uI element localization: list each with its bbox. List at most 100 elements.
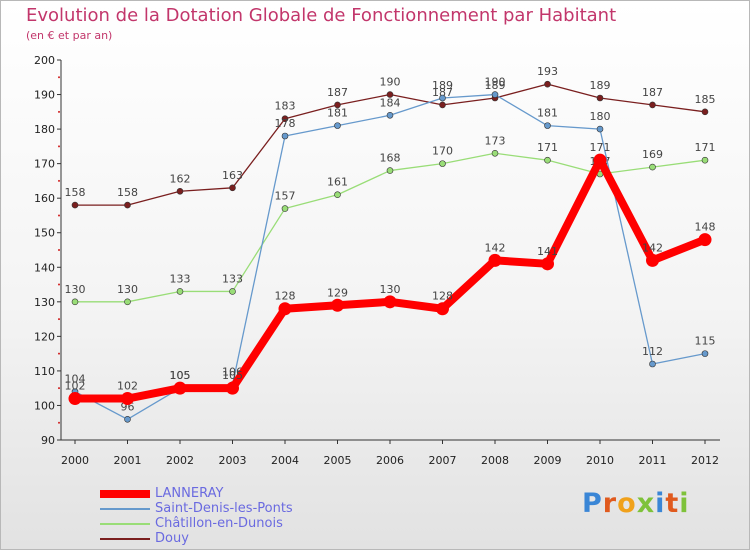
data-label: 171 xyxy=(537,141,558,154)
data-point xyxy=(71,298,79,306)
y-tick-label: 190 xyxy=(34,89,55,102)
x-tick: 2008 xyxy=(481,440,509,467)
data-point xyxy=(436,302,449,316)
x-tick: 2009 xyxy=(534,440,562,467)
line-chart: 90 100 110 120 130 140 150 160 170 180 190 200 2000 2… xyxy=(34,54,720,467)
data-point xyxy=(649,163,656,171)
data-label: 105 xyxy=(222,369,243,382)
data-label: 185 xyxy=(695,93,716,106)
data-label: 115 xyxy=(695,335,716,348)
x-tick-label: 2009 xyxy=(534,454,562,467)
legend-swatch xyxy=(100,538,150,540)
x-tick-label: 2001 xyxy=(114,454,142,467)
data-label: 157 xyxy=(275,190,296,203)
logo-letter: x xyxy=(636,488,656,519)
data-label: 189 xyxy=(432,79,453,92)
data-label: 128 xyxy=(275,290,296,303)
x-tick-label: 2006 xyxy=(376,454,404,467)
data-label: 158 xyxy=(117,186,138,199)
data-point xyxy=(334,191,341,199)
x-tick: 2002 xyxy=(166,440,194,467)
x-tick-label: 2005 xyxy=(324,454,352,467)
x-tick-label: 2003 xyxy=(219,454,247,467)
y-minor-dot xyxy=(58,352,60,355)
axes: 90 100 110 120 130 140 150 160 170 180 190 200 2000 2… xyxy=(34,54,720,467)
data-label: 187 xyxy=(642,86,663,99)
data-point xyxy=(226,381,239,395)
data-point xyxy=(544,80,551,88)
legend-swatch xyxy=(100,508,150,510)
data-point xyxy=(176,288,184,295)
data-point xyxy=(229,288,236,295)
legend-swatch xyxy=(100,490,150,498)
x-tick-label: 2011 xyxy=(639,454,667,467)
y-tick: 200 xyxy=(34,54,61,67)
data-point xyxy=(121,392,134,406)
y-minor-dot xyxy=(58,387,60,390)
x-tick: 2003 xyxy=(219,440,247,467)
data-point xyxy=(386,91,394,98)
y-tick: 190 xyxy=(34,89,61,102)
data-label: 130 xyxy=(65,283,86,296)
data-point xyxy=(439,101,446,109)
data-label: 163 xyxy=(222,169,243,182)
data-point xyxy=(334,101,341,109)
data-point xyxy=(124,298,131,306)
x-tick: 2000 xyxy=(61,440,89,467)
data-point xyxy=(334,122,341,129)
y-tick: 130 xyxy=(34,296,61,309)
data-label: 171 xyxy=(590,141,611,154)
x-tick: 2001 xyxy=(114,440,142,467)
y-tick-label: 110 xyxy=(34,365,55,378)
data-point xyxy=(491,149,499,157)
logo-letter: r xyxy=(602,488,618,519)
data-label: 142 xyxy=(485,241,506,254)
data-point xyxy=(281,132,289,140)
data-label: 187 xyxy=(432,86,453,99)
x-tick-label: 2002 xyxy=(166,454,194,467)
series-chatillon-en-dunois: 130130133133157161168170173171167169171 xyxy=(65,134,716,306)
data-point xyxy=(596,94,604,102)
data-label: 170 xyxy=(432,145,453,158)
data-label: 193 xyxy=(537,65,558,78)
x-tick: 2012 xyxy=(691,440,719,467)
y-tick: 180 xyxy=(34,123,61,136)
y-tick: 140 xyxy=(34,261,61,274)
logo-letter: o xyxy=(617,488,637,519)
y-tick-label: 130 xyxy=(34,296,55,309)
y-minor-dot xyxy=(58,179,60,182)
x-tick: 2007 xyxy=(429,440,457,467)
y-tick: 90 xyxy=(41,434,61,447)
series-lanneray: 102 102 105 105 128 129 130 128 142 141 171 142 148 xyxy=(65,141,716,406)
logo-letter: i xyxy=(655,488,666,519)
data-point xyxy=(701,350,709,357)
data-point xyxy=(541,257,554,271)
x-tick: 2011 xyxy=(639,440,667,467)
y-minor-dot xyxy=(58,110,60,113)
data-point xyxy=(386,167,394,174)
data-label: 102 xyxy=(117,380,138,393)
legend-swatch xyxy=(100,523,150,525)
data-label: 128 xyxy=(432,290,453,303)
x-tick: 2006 xyxy=(376,440,404,467)
data-point xyxy=(331,298,344,312)
x-tick-label: 2010 xyxy=(586,454,614,467)
x-tick-label: 2000 xyxy=(61,454,89,467)
data-label: 178 xyxy=(275,117,296,130)
data-point xyxy=(229,184,236,192)
data-point xyxy=(176,187,184,195)
data-label: 171 xyxy=(695,141,716,154)
y-tick-label: 140 xyxy=(34,261,55,274)
data-label: 169 xyxy=(642,148,663,161)
y-tick-label: 120 xyxy=(34,330,55,343)
y-tick: 170 xyxy=(34,158,61,171)
data-point xyxy=(491,91,499,98)
data-label: 158 xyxy=(65,186,86,199)
y-minor-dot xyxy=(58,249,60,251)
data-label: 148 xyxy=(695,221,716,234)
y-minor-dot xyxy=(58,318,60,321)
data-point xyxy=(698,233,712,247)
y-tick-label: 160 xyxy=(34,192,55,205)
